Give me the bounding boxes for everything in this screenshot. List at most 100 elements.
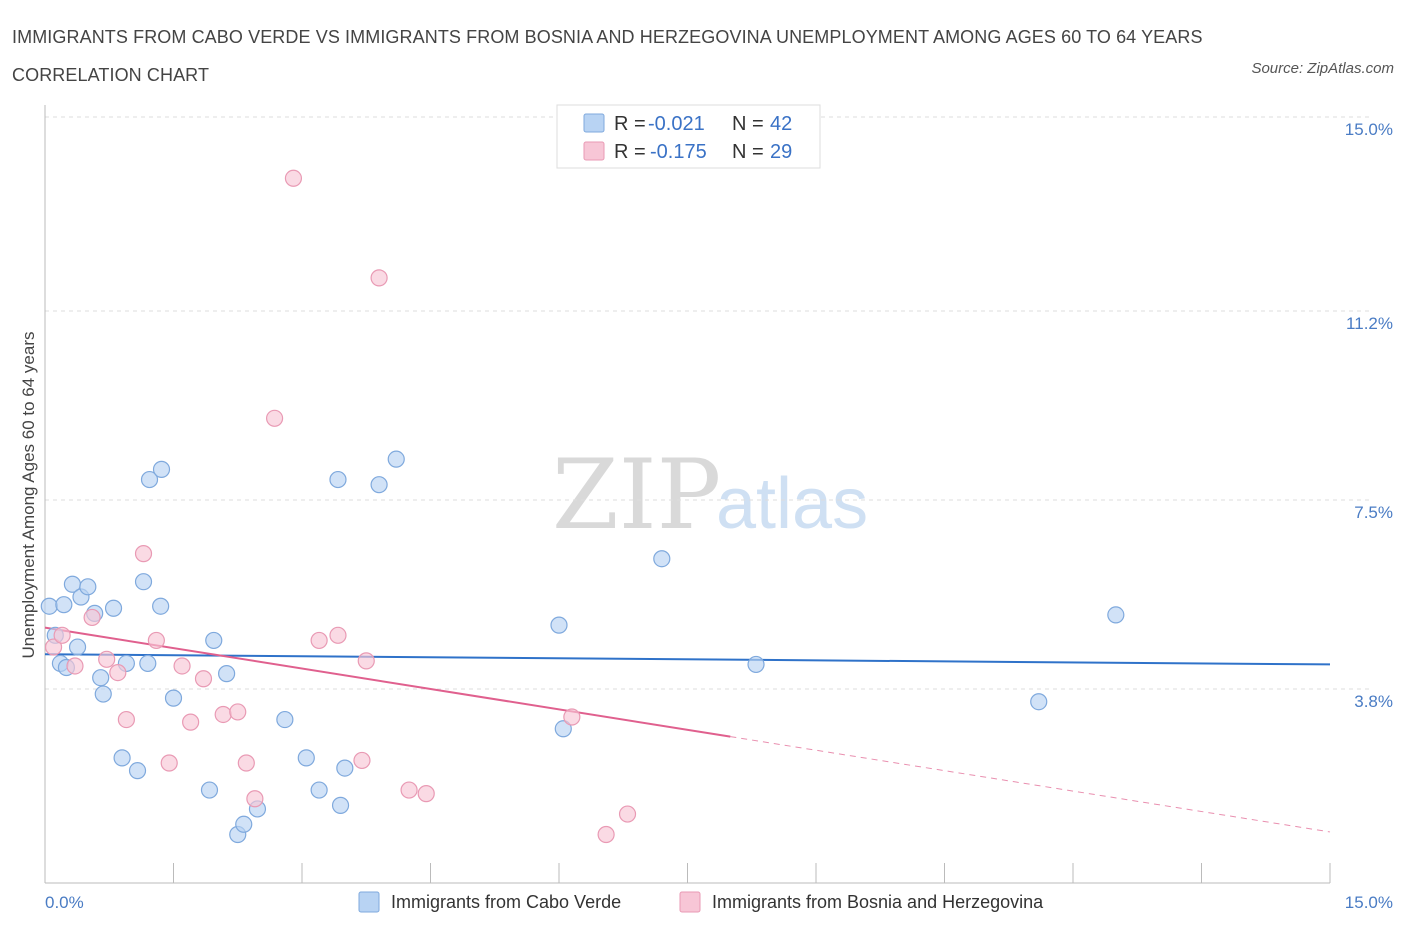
point-cabo-verde-17 <box>139 654 157 673</box>
watermark-atlas: atlas <box>716 464 868 544</box>
series-legend-swatch-pink <box>679 891 701 913</box>
point-bosnia-14 <box>229 703 247 721</box>
point-cabo-verde-31 <box>329 470 347 489</box>
legend-swatch-blue <box>583 113 605 133</box>
point-cabo-verde-32 <box>331 796 350 814</box>
point-bosnia-27 <box>597 825 615 844</box>
point-bosnia-23 <box>370 269 388 287</box>
legend-r-label-2: R = <box>614 141 646 163</box>
point-bosnia-3 <box>83 608 101 627</box>
series-legend-label-1: Immigrants from Cabo Verde <box>391 892 621 912</box>
correlation-legend: R = -0.021 N = 42 R = -0.175 N = 29 <box>556 104 821 169</box>
point-cabo-verde-22 <box>200 781 219 799</box>
trend-line-extension-1 <box>730 736 1331 833</box>
legend-n-value-2: 29 <box>770 141 792 163</box>
point-cabo-verde-37 <box>554 720 572 738</box>
y-tick-label-3: 15.0% <box>1345 120 1393 139</box>
axes <box>44 105 1331 884</box>
x-tick-labels: 0.0% 15.0% <box>45 893 1393 912</box>
point-bosnia-10 <box>173 657 191 675</box>
point-cabo-verde-8 <box>79 578 97 596</box>
point-cabo-verde-34 <box>370 476 388 494</box>
point-bosnia-16 <box>246 790 264 808</box>
point-cabo-verde-0 <box>40 597 58 615</box>
y-axis-label: Unemployment Among Ages 60 to 64 years <box>19 332 38 659</box>
watermark-zip: ZIP <box>552 439 721 551</box>
legend-swatch-pink <box>583 141 605 161</box>
point-bosnia-17 <box>265 409 284 427</box>
trend-line-1 <box>44 626 731 738</box>
series-legend-label-2: Immigrants from Bosnia and Herzegovina <box>712 892 1044 912</box>
x-tick-label-0: 0.0% <box>45 893 84 912</box>
trend-lines <box>44 626 1331 833</box>
point-cabo-verde-20 <box>152 460 171 478</box>
point-cabo-verde-41 <box>1107 606 1125 624</box>
point-bosnia-1 <box>53 626 71 644</box>
y-tick-label-2: 11.2% <box>1346 314 1393 333</box>
point-bosnia-26 <box>563 708 581 726</box>
legend-r-value-1: -0.021 <box>648 113 705 135</box>
point-cabo-verde-3 <box>55 596 73 614</box>
legend-r-label-1: R = <box>614 113 646 135</box>
source-label: Source: ZipAtlas.com <box>1251 60 1394 77</box>
point-bosnia-19 <box>310 631 328 650</box>
point-cabo-verde-30 <box>310 781 328 799</box>
data-points <box>40 169 1125 844</box>
point-cabo-verde-40 <box>1030 693 1048 711</box>
y-tick-label-1: 7.5% <box>1354 503 1393 522</box>
point-cabo-verde-36 <box>550 616 568 634</box>
point-cabo-verde-28 <box>276 710 294 729</box>
point-bosnia-9 <box>160 754 178 772</box>
point-bosnia-18 <box>284 169 303 187</box>
point-cabo-verde-38 <box>653 550 671 568</box>
point-cabo-verde-11 <box>94 685 112 703</box>
point-cabo-verde-18 <box>140 470 159 489</box>
point-bosnia-0 <box>44 638 63 656</box>
point-bosnia-22 <box>357 652 375 670</box>
point-cabo-verde-12 <box>104 599 123 617</box>
point-cabo-verde-10 <box>92 669 110 687</box>
point-cabo-verde-24 <box>218 665 236 683</box>
y-tick-label-0: 3.8% <box>1354 692 1393 711</box>
point-bosnia-11 <box>182 713 200 731</box>
point-cabo-verde-23 <box>205 631 223 650</box>
point-bosnia-5 <box>109 664 127 682</box>
point-bosnia-13 <box>214 705 232 724</box>
point-bosnia-6 <box>117 710 135 729</box>
point-cabo-verde-21 <box>164 689 183 707</box>
watermark: ZIP atlas <box>552 439 868 551</box>
point-bosnia-2 <box>66 657 84 675</box>
point-cabo-verde-6 <box>68 638 87 656</box>
point-bosnia-25 <box>417 785 435 803</box>
point-bosnia-7 <box>134 545 153 563</box>
point-cabo-verde-26 <box>235 815 253 833</box>
legend-n-label-1: N = <box>732 113 764 135</box>
series-legend-swatch-blue <box>358 891 380 913</box>
point-cabo-verde-35 <box>387 450 405 468</box>
point-cabo-verde-16 <box>134 573 153 591</box>
y-tick-labels: 3.8% 7.5% 11.2% 15.0% <box>1345 120 1393 711</box>
chart-title: IMMIGRANTS FROM CABO VERDE VS IMMIGRANTS… <box>12 27 1203 85</box>
point-cabo-verde-29 <box>297 749 315 767</box>
legend-r-value-2: -0.175 <box>650 141 707 163</box>
point-bosnia-24 <box>400 781 418 799</box>
point-cabo-verde-33 <box>336 759 354 777</box>
series-legend: Immigrants from Cabo Verde Immigrants fr… <box>358 891 1044 913</box>
point-bosnia-20 <box>329 626 347 644</box>
point-bosnia-8 <box>147 631 165 650</box>
point-bosnia-12 <box>194 670 213 688</box>
legend-n-label-2: N = <box>732 141 764 163</box>
point-cabo-verde-19 <box>152 597 170 615</box>
point-bosnia-21 <box>353 751 371 770</box>
point-cabo-verde-13 <box>113 749 131 767</box>
point-cabo-verde-15 <box>128 762 147 780</box>
grid-lines <box>45 116 1370 690</box>
point-bosnia-28 <box>618 805 637 823</box>
trend-line-0 <box>44 653 1331 666</box>
point-bosnia-15 <box>237 754 255 772</box>
point-bosnia-4 <box>98 650 116 668</box>
point-cabo-verde-39 <box>747 655 765 674</box>
x-tick-label-1: 15.0% <box>1345 893 1393 912</box>
legend-n-value-1: 42 <box>770 113 792 135</box>
